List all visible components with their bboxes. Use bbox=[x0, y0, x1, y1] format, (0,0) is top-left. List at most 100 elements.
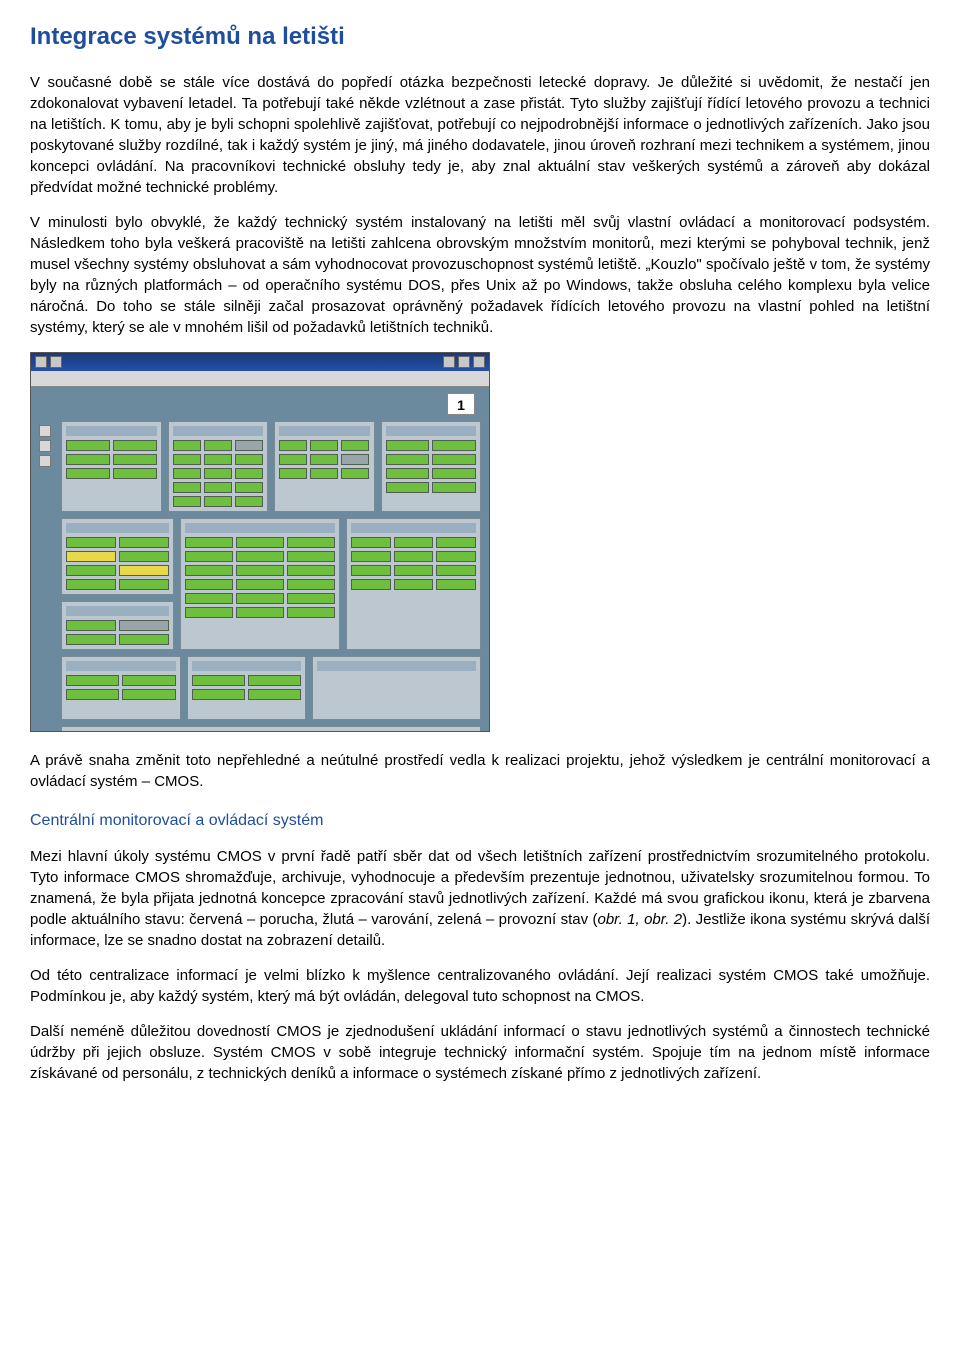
status-panel-wide bbox=[61, 726, 481, 732]
panel-row-mid bbox=[61, 518, 481, 650]
status-cell bbox=[432, 440, 476, 451]
status-cell bbox=[204, 496, 232, 507]
status-panel bbox=[61, 421, 162, 512]
window-titlebar bbox=[31, 353, 489, 371]
status-cell bbox=[204, 440, 232, 451]
status-cell bbox=[66, 689, 119, 700]
status-cell bbox=[394, 537, 434, 548]
page-title: Integrace systémů na letišti bbox=[30, 20, 930, 54]
status-cell bbox=[235, 440, 263, 451]
status-cell bbox=[66, 551, 116, 562]
status-panel bbox=[61, 601, 174, 650]
status-cell bbox=[119, 565, 169, 576]
status-cell bbox=[341, 468, 369, 479]
section-heading: Centrální monitorovací a ovládací systém bbox=[30, 810, 930, 832]
status-cell bbox=[386, 468, 430, 479]
paragraph-1: V současné době se stále více dostává do… bbox=[30, 72, 930, 198]
panel-row-top bbox=[61, 421, 481, 512]
status-cell bbox=[185, 537, 233, 548]
close-icon bbox=[473, 356, 485, 368]
figure-reference: obr. 1, obr. 2 bbox=[597, 911, 682, 928]
status-cell bbox=[432, 482, 476, 493]
status-cell bbox=[66, 454, 110, 465]
status-cell bbox=[236, 537, 284, 548]
status-cell bbox=[351, 579, 391, 590]
status-cell bbox=[119, 634, 169, 645]
status-cell bbox=[287, 551, 335, 562]
status-cell bbox=[341, 454, 369, 465]
status-cell bbox=[235, 454, 263, 465]
status-panel bbox=[61, 518, 174, 595]
status-cell bbox=[351, 565, 391, 576]
status-cell bbox=[185, 607, 233, 618]
status-cell bbox=[432, 454, 476, 465]
status-cell bbox=[173, 496, 201, 507]
status-cell bbox=[204, 454, 232, 465]
status-cell bbox=[351, 537, 391, 548]
status-cell bbox=[248, 675, 301, 686]
status-cell bbox=[119, 579, 169, 590]
status-cell bbox=[66, 579, 116, 590]
status-cell bbox=[436, 565, 476, 576]
paragraph-5: Od této centralizace informací je velmi … bbox=[30, 965, 930, 1007]
titlebar-button bbox=[50, 356, 62, 368]
status-cell bbox=[436, 579, 476, 590]
status-cell bbox=[279, 454, 307, 465]
status-cell bbox=[204, 482, 232, 493]
figure-1: 1 bbox=[30, 352, 930, 732]
status-cell bbox=[236, 607, 284, 618]
status-cell bbox=[394, 551, 434, 562]
status-cell bbox=[173, 482, 201, 493]
status-cell bbox=[66, 440, 110, 451]
status-panel bbox=[168, 421, 269, 512]
status-cell bbox=[287, 593, 335, 604]
status-cell bbox=[113, 468, 157, 479]
status-cell bbox=[113, 440, 157, 451]
status-cell bbox=[173, 468, 201, 479]
status-cell bbox=[394, 579, 434, 590]
status-panel bbox=[312, 656, 481, 720]
status-cell bbox=[119, 537, 169, 548]
status-cell bbox=[236, 593, 284, 604]
status-panel bbox=[381, 421, 482, 512]
panel-area bbox=[39, 421, 481, 723]
status-cell bbox=[173, 454, 201, 465]
status-cell bbox=[436, 551, 476, 562]
status-cell bbox=[279, 468, 307, 479]
status-cell bbox=[236, 565, 284, 576]
paragraph-3: A právě snaha změnit toto nepřehledné a … bbox=[30, 750, 930, 792]
menubar bbox=[31, 371, 489, 387]
status-cell bbox=[119, 551, 169, 562]
tool-icon bbox=[39, 455, 51, 467]
status-cell bbox=[119, 620, 169, 631]
status-cell bbox=[386, 482, 430, 493]
status-cell bbox=[394, 565, 434, 576]
paragraph-4: Mezi hlavní úkoly systému CMOS v první ř… bbox=[30, 846, 930, 951]
page-number-badge: 1 bbox=[447, 393, 475, 415]
status-cell bbox=[66, 537, 116, 548]
status-cell bbox=[279, 440, 307, 451]
status-cell bbox=[173, 440, 201, 451]
status-cell bbox=[66, 634, 116, 645]
status-cell bbox=[310, 454, 338, 465]
status-cell bbox=[66, 565, 116, 576]
status-cell bbox=[287, 565, 335, 576]
status-cell bbox=[204, 468, 232, 479]
status-cell bbox=[113, 454, 157, 465]
status-cell bbox=[236, 551, 284, 562]
status-panel bbox=[180, 518, 340, 650]
status-cell bbox=[287, 579, 335, 590]
status-cell bbox=[248, 689, 301, 700]
status-cell bbox=[235, 468, 263, 479]
paragraph-2: V minulosti bylo obvyklé, že každý techn… bbox=[30, 212, 930, 338]
paragraph-6: Další neméně důležitou dovedností CMOS j… bbox=[30, 1021, 930, 1084]
status-cell bbox=[66, 620, 116, 631]
status-cell bbox=[122, 689, 175, 700]
status-cell bbox=[192, 675, 245, 686]
status-cell bbox=[432, 468, 476, 479]
status-cell bbox=[185, 579, 233, 590]
tool-icon bbox=[39, 425, 51, 437]
status-cell bbox=[185, 551, 233, 562]
status-cell bbox=[287, 537, 335, 548]
status-cell bbox=[192, 689, 245, 700]
